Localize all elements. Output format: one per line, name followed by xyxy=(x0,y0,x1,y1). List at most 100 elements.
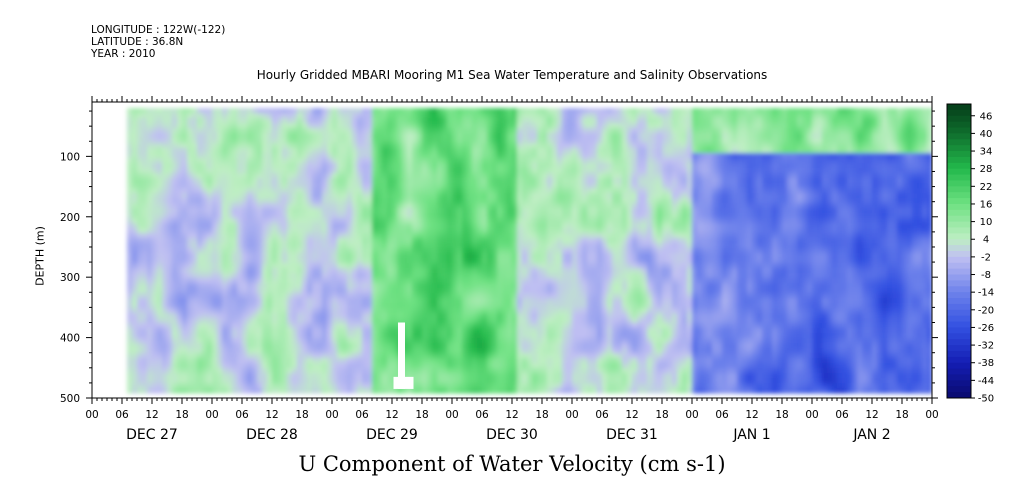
field-cell xyxy=(557,118,563,124)
field-cell xyxy=(892,238,898,244)
field-cell xyxy=(282,153,288,159)
field-cell xyxy=(867,168,873,174)
field-cell xyxy=(162,208,168,214)
field-cell xyxy=(602,238,608,244)
field-cell xyxy=(497,163,503,169)
field-cell xyxy=(832,178,838,184)
field-cell xyxy=(177,173,183,179)
field-cell xyxy=(247,128,253,134)
field-cell xyxy=(382,158,388,164)
field-cell xyxy=(477,198,483,204)
field-cell xyxy=(552,153,558,159)
field-cell xyxy=(842,108,848,114)
field-cell xyxy=(407,243,413,249)
field-cell xyxy=(502,188,508,194)
field-cell xyxy=(547,218,553,224)
field-cell xyxy=(617,123,623,129)
field-cell xyxy=(602,188,608,194)
field-cell xyxy=(342,228,348,234)
field-cell xyxy=(697,123,703,129)
field-cell xyxy=(602,183,608,189)
field-cell xyxy=(672,223,678,229)
field-cell xyxy=(207,213,213,219)
field-cell xyxy=(377,198,383,204)
field-cell xyxy=(467,163,473,169)
field-cell xyxy=(487,218,493,224)
field-cell xyxy=(617,183,623,189)
field-cell xyxy=(482,123,488,129)
field-cell xyxy=(622,163,628,169)
field-cell xyxy=(607,238,613,244)
field-cell xyxy=(402,178,408,184)
field-cell xyxy=(447,203,453,209)
field-cell xyxy=(712,128,718,134)
field-cell xyxy=(497,188,503,194)
field-cell xyxy=(502,123,508,129)
field-cell xyxy=(312,213,318,219)
field-cell xyxy=(892,178,898,184)
field-cell xyxy=(712,228,718,234)
field-cell xyxy=(727,198,733,204)
field-cell xyxy=(502,118,508,124)
field-cell xyxy=(547,143,553,149)
field-cell xyxy=(287,188,293,194)
field-cell xyxy=(317,238,323,244)
field-cell xyxy=(777,143,783,149)
field-cell xyxy=(827,128,833,134)
field-cell xyxy=(402,248,408,254)
field-cell xyxy=(522,193,528,199)
field-cell xyxy=(687,258,693,264)
field-cell xyxy=(922,203,928,209)
field-cell xyxy=(807,218,813,224)
field-cell xyxy=(267,163,273,169)
field-cell xyxy=(392,253,398,259)
field-cell xyxy=(657,208,663,214)
field-cell xyxy=(767,168,773,174)
field-cell xyxy=(652,248,658,254)
field-cell xyxy=(167,158,173,164)
field-cell xyxy=(462,148,468,154)
field-cell xyxy=(522,118,528,124)
field-cell xyxy=(772,108,778,114)
field-cell xyxy=(752,223,758,229)
field-cell xyxy=(562,143,568,149)
field-cell xyxy=(832,193,838,199)
field-cell xyxy=(377,113,383,119)
field-cell xyxy=(647,133,653,139)
field-cell xyxy=(397,233,403,239)
field-cell xyxy=(582,248,588,254)
field-cell xyxy=(442,143,448,149)
field-cell xyxy=(837,188,843,194)
field-cell xyxy=(867,193,873,199)
field-cell xyxy=(322,193,328,199)
field-cell xyxy=(852,233,858,239)
field-cell xyxy=(592,113,598,119)
field-cell xyxy=(652,168,658,174)
field-cell xyxy=(157,188,163,194)
field-cell xyxy=(302,128,308,134)
field-cell xyxy=(807,198,813,204)
field-cell xyxy=(717,233,723,239)
field-cell xyxy=(732,173,738,179)
field-cell xyxy=(592,188,598,194)
field-cell xyxy=(312,248,318,254)
field-cell xyxy=(522,248,528,254)
field-cell xyxy=(727,108,733,114)
field-cell xyxy=(557,178,563,184)
field-cell xyxy=(767,248,773,254)
field-cell xyxy=(387,123,393,129)
field-cell xyxy=(907,223,913,229)
field-cell xyxy=(552,198,558,204)
field-cell xyxy=(912,133,918,139)
field-cell xyxy=(667,193,673,199)
field-cell xyxy=(572,233,578,239)
field-cell xyxy=(717,198,723,204)
field-cell xyxy=(372,193,378,199)
field-cell xyxy=(232,248,238,254)
field-cell xyxy=(187,168,193,174)
field-cell xyxy=(682,178,688,184)
field-cell xyxy=(592,158,598,164)
field-cell xyxy=(562,223,568,229)
field-cell xyxy=(192,193,198,199)
field-cell xyxy=(427,188,433,194)
